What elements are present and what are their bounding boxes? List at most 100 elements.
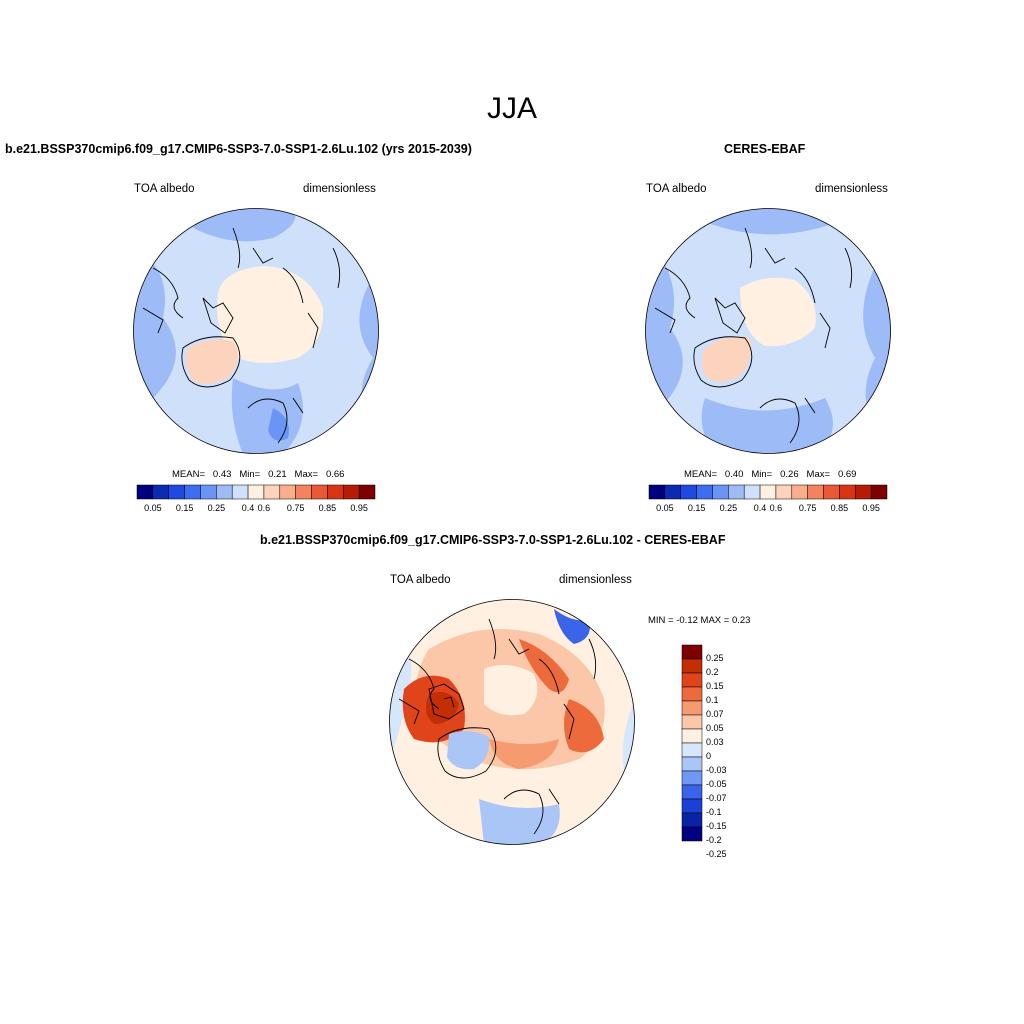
diff-polar-map	[389, 599, 635, 845]
diff-colorbar-swatch	[681, 742, 703, 758]
model-min-value: 0.21	[268, 469, 287, 480]
model-colorbar-swatch	[358, 484, 376, 500]
obs-colorbar-swatch	[743, 484, 761, 500]
diff-colorbar-tick-label: -0.07	[706, 793, 727, 803]
obs-mean-label: MEAN=	[684, 469, 717, 480]
model-colorbar-swatch	[279, 484, 296, 500]
model-mean-value: 0.43	[212, 469, 232, 480]
diff-colorbar-swatch	[681, 826, 703, 842]
diff-colorbar-swatch	[681, 798, 703, 814]
diff-colorbar-swatch	[681, 784, 703, 800]
obs-colorbar-swatch	[870, 484, 888, 500]
model-min-label: Min=	[239, 469, 261, 480]
model-colorbar	[136, 484, 376, 500]
obs-units-label: dimensionless	[815, 183, 888, 195]
diff-colorbar-tick-label: 0.15	[706, 681, 724, 691]
model-polar-map	[133, 208, 379, 454]
obs-polar-map	[645, 208, 891, 454]
model-units-label: dimensionless	[303, 183, 376, 195]
diff-colorbar-swatch	[681, 700, 703, 716]
model-colorbar-swatch	[311, 484, 328, 500]
obs-colorbar-swatch	[791, 484, 808, 500]
diff-colorbar-swatch	[681, 756, 703, 772]
model-colorbar-swatch	[168, 484, 185, 500]
diff-colorbar-tick-label: -0.03	[706, 765, 727, 775]
figure-title: JJA	[486, 92, 537, 125]
obs-colorbar-tick-label: 0.25	[719, 503, 738, 513]
diff-colorbar-tick-label: 0.07	[706, 709, 724, 719]
diff-colorbar-swatch	[681, 714, 703, 730]
obs-colorbar-swatch	[696, 484, 713, 500]
obs-colorbar-swatch	[775, 484, 793, 500]
model-colorbar-swatch	[327, 484, 344, 500]
model-colorbar-tick-label: 0.85	[318, 503, 337, 513]
model-colorbar-swatch	[152, 484, 169, 500]
model-colorbar-swatch	[263, 484, 281, 500]
diff-colorbar-tick-label: 0.25	[706, 653, 724, 663]
obs-min-value: 0.26	[780, 469, 799, 480]
model-stats: MEAN= 0.43 Min= 0.21 Max= 0.66	[172, 469, 344, 480]
obs-colorbar	[648, 484, 888, 500]
obs-colorbar-swatch	[712, 484, 729, 500]
obs-colorbar-swatch	[728, 484, 745, 500]
obs-colorbar-tick-label: 0.6	[769, 503, 783, 513]
obs-max-label: Max=	[806, 469, 831, 480]
model-colorbar-tick-label: 0.4	[241, 503, 255, 513]
obs-colorbar-swatch	[839, 484, 856, 500]
diff-colorbar-tick-label: 0.03	[706, 737, 724, 747]
obs-colorbar-swatch	[823, 484, 840, 500]
model-colorbar-swatch	[343, 484, 360, 500]
model-colorbar-swatch	[295, 484, 312, 500]
diff-colorbar-tick-label: 0.05	[706, 723, 724, 733]
diff-colorbar-swatch	[681, 812, 703, 828]
obs-colorbar-swatch	[664, 484, 681, 500]
diff-colorbar-tick-label: -0.1	[706, 807, 722, 817]
diff-colorbar-swatch	[681, 770, 703, 786]
model-colorbar-swatch	[247, 484, 265, 500]
diff-colorbar-swatch	[681, 686, 703, 702]
obs-panel-title: CERES-EBAF	[724, 142, 806, 156]
diff-colorbar-tick-label: -0.05	[706, 779, 727, 789]
obs-colorbar-tick-label: 0.85	[830, 503, 849, 513]
obs-colorbar-tick-label: 0.4	[753, 503, 767, 513]
diff-colorbar-tick-label: -0.2	[706, 835, 722, 845]
model-colorbar-tick-label: 0.05	[144, 503, 162, 513]
obs-min-label: Min=	[751, 469, 773, 480]
diff-units-label: dimensionless	[559, 574, 632, 586]
diff-colorbar-tick-label: -0.25	[706, 849, 727, 859]
diff-colorbar-tick-label: 0.1	[706, 695, 719, 705]
diff-colorbar-swatch	[681, 728, 703, 744]
diff-colorbar-tick-label: -0.15	[706, 821, 727, 831]
diff-panel-title: b.e21.BSSP370cmip6.f09_g17.CMIP6-SSP3-7.…	[260, 533, 726, 547]
model-colorbar-tick-label: 0.25	[207, 503, 226, 513]
obs-colorbar-tick-label: 0.05	[656, 503, 674, 513]
model-colorbar-swatch	[200, 484, 217, 500]
diff-colorbar	[681, 644, 703, 842]
obs-colorbar-tick-label: 0.75	[798, 503, 817, 513]
obs-colorbar-swatch	[648, 484, 666, 500]
model-colorbar-swatch	[184, 484, 201, 500]
obs-max-value: 0.69	[837, 469, 857, 480]
diff-stats: MIN = -0.12 MAX = 0.23	[648, 615, 751, 626]
obs-colorbar-tick-label: 0.95	[862, 503, 880, 513]
model-variable-label: TOA albedo	[134, 183, 195, 195]
model-colorbar-swatch	[231, 484, 249, 500]
model-colorbar-tick-label: 0.95	[350, 503, 368, 513]
obs-variable-label: TOA albedo	[646, 183, 707, 195]
obs-colorbar-tick-label: 0.15	[687, 503, 706, 513]
model-max-value: 0.66	[325, 469, 345, 480]
diff-colorbar-swatch	[681, 658, 703, 674]
model-panel-title: b.e21.BSSP370cmip6.f09_g17.CMIP6-SSP3-7.…	[5, 142, 472, 156]
diff-colorbar-swatch	[681, 644, 703, 660]
diff-colorbar-swatch	[681, 672, 703, 688]
obs-stats: MEAN= 0.40 Min= 0.26 Max= 0.69	[684, 469, 856, 480]
model-colorbar-swatch	[136, 484, 154, 500]
model-max-label: Max=	[294, 469, 319, 480]
obs-colorbar-swatch	[759, 484, 777, 500]
obs-colorbar-swatch	[807, 484, 824, 500]
model-colorbar-tick-label: 0.75	[286, 503, 305, 513]
obs-colorbar-swatch	[680, 484, 697, 500]
diff-variable-label: TOA albedo	[390, 574, 451, 586]
obs-mean-value: 0.40	[724, 469, 744, 480]
model-mean-label: MEAN=	[172, 469, 205, 480]
